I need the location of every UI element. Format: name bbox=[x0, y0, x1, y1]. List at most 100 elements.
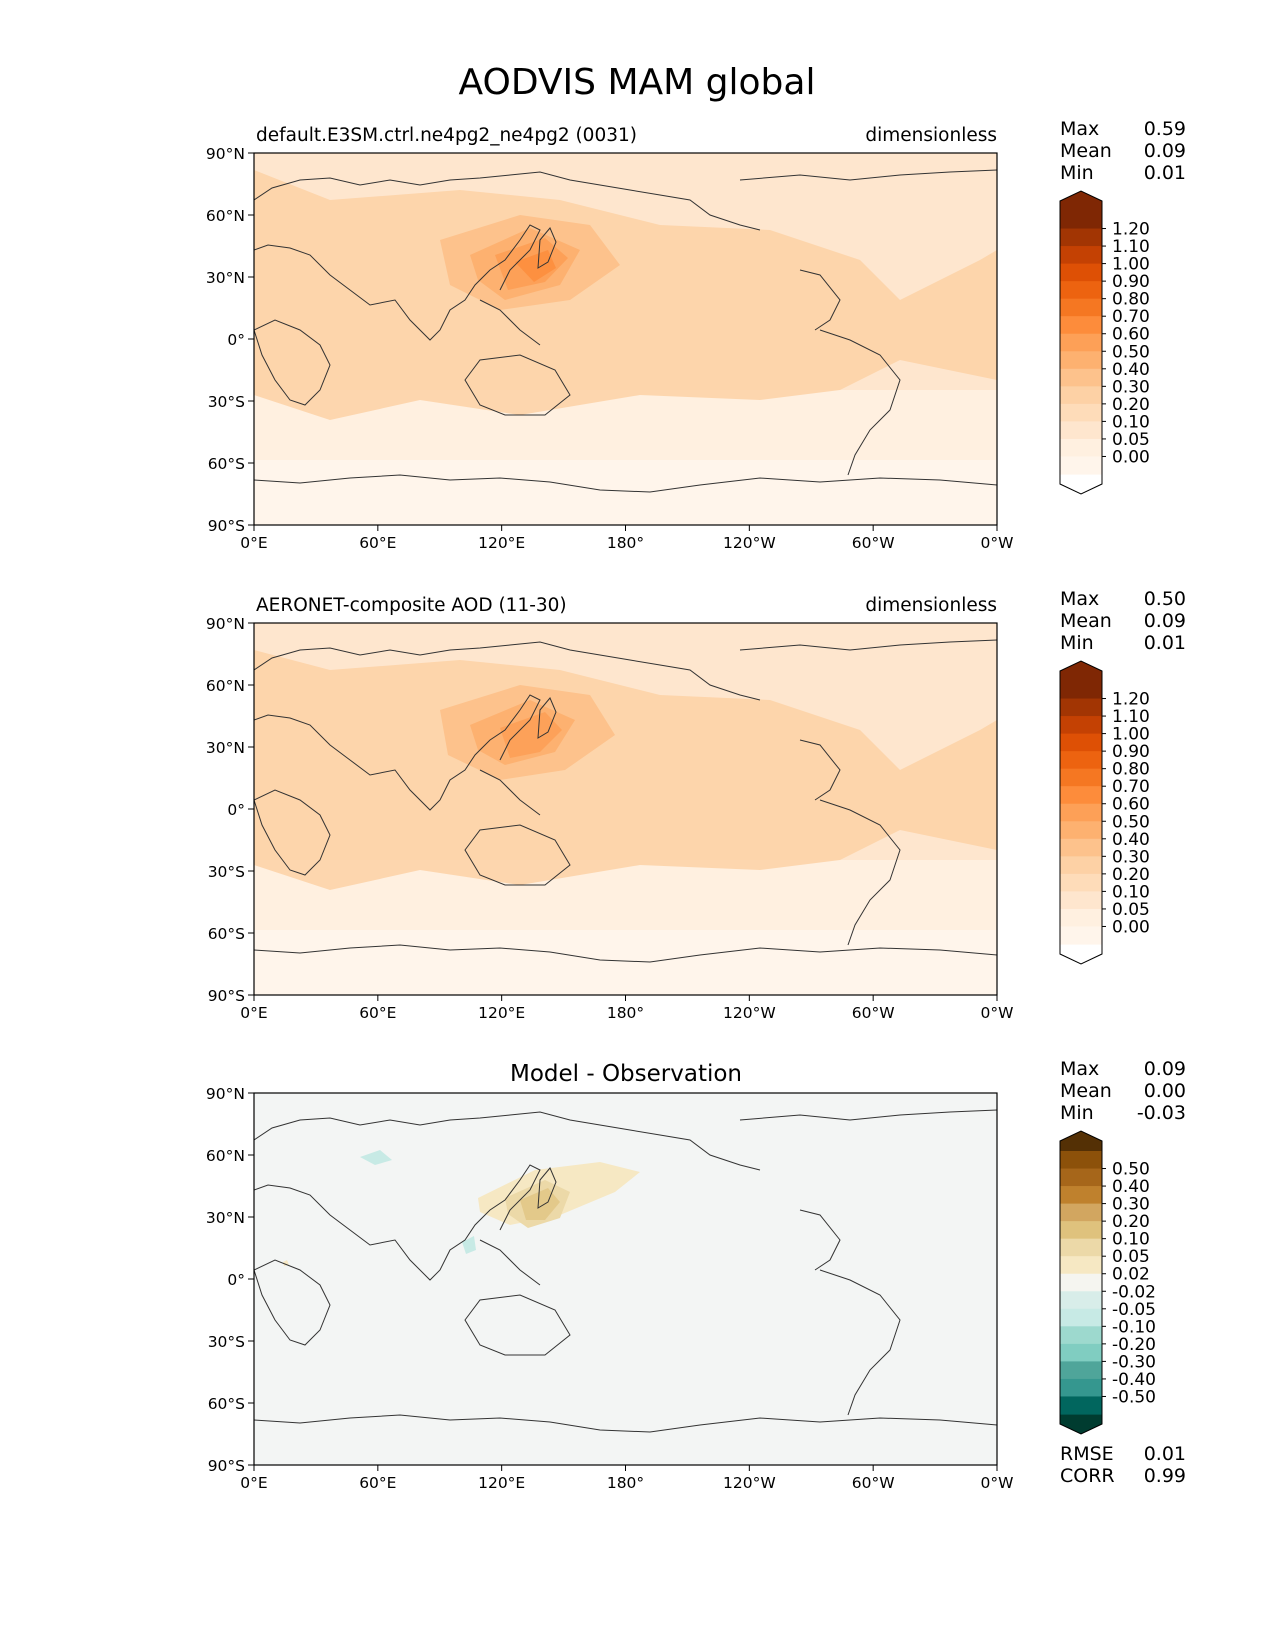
colorbar-label: 0.20 bbox=[1112, 1212, 1150, 1232]
colorbar-label: 0.70 bbox=[1112, 307, 1150, 327]
colorbar-label: 0.60 bbox=[1112, 325, 1150, 345]
y-tick-label: 90°S bbox=[208, 987, 245, 1005]
colorbar-label: 1.20 bbox=[1112, 690, 1150, 710]
colorbar-label: 0.90 bbox=[1112, 272, 1150, 292]
colorbar-bin bbox=[1060, 1238, 1102, 1257]
colorbar-bin bbox=[1060, 211, 1102, 230]
x-tick-label: 0°E bbox=[240, 1004, 267, 1022]
stat-max-label: Max bbox=[1060, 1058, 1099, 1080]
stat-mean-value: 0.09 bbox=[1144, 140, 1186, 162]
colorbar-label: 0.00 bbox=[1112, 447, 1150, 467]
stat-min-label: Min bbox=[1060, 632, 1094, 654]
y-tick-label: 90°N bbox=[206, 145, 245, 163]
colorbar-outline bbox=[1059, 190, 1103, 495]
x-tick-label: 0°W bbox=[981, 1004, 1014, 1022]
colorbar-reference: 1.201.101.000.900.800.700.600.500.400.30… bbox=[1059, 660, 1150, 965]
coastlines bbox=[254, 169, 997, 493]
colorbar-label: 0.10 bbox=[1112, 882, 1150, 902]
map-field bbox=[254, 623, 997, 995]
colorbar-label: 0.02 bbox=[1112, 1265, 1150, 1285]
x-tick-label: 120°E bbox=[478, 1474, 525, 1492]
colorbar-bin bbox=[1060, 386, 1102, 405]
x-tick-label: 120°W bbox=[723, 534, 776, 552]
y-axis: 90°N 60°N 30°N 0° 30°S 60°S 90°S bbox=[206, 1085, 254, 1475]
colorbar-label: -0.40 bbox=[1112, 1370, 1156, 1390]
stat-mean-label: Mean bbox=[1060, 140, 1112, 162]
y-tick-label: 30°S bbox=[208, 863, 245, 881]
colorbar-bin bbox=[1060, 838, 1102, 857]
y-tick-label: 60°N bbox=[206, 1147, 245, 1165]
colorbar-label: 0.05 bbox=[1112, 430, 1150, 450]
stat-rmse-label: RMSE bbox=[1060, 1443, 1114, 1465]
x-axis: 0°E 60°E 120°E 180° 120°W 60°W 0°W bbox=[240, 1465, 1013, 1492]
x-tick-label: 180° bbox=[607, 1474, 644, 1492]
colorbar-bin bbox=[1060, 438, 1102, 458]
colorbar-extend-bottom bbox=[1060, 1414, 1102, 1434]
panel-right-title: dimensionless bbox=[865, 125, 997, 146]
stat-max-label: Max bbox=[1060, 588, 1099, 610]
stat-max-value: 0.59 bbox=[1144, 118, 1186, 140]
stat-min-value: -0.03 bbox=[1137, 1102, 1186, 1124]
stat-mean-value: 0.09 bbox=[1144, 610, 1186, 632]
colorbar-bin bbox=[1060, 716, 1102, 735]
colorbar-bin bbox=[1060, 1396, 1102, 1415]
y-tick-label: 90°N bbox=[206, 615, 245, 633]
y-tick-label: 60°S bbox=[208, 1395, 245, 1413]
x-tick-label: 60°W bbox=[852, 534, 895, 552]
stat-min-value: 0.01 bbox=[1144, 632, 1186, 654]
colorbar-label: 0.05 bbox=[1112, 900, 1150, 920]
x-tick-label: 60°W bbox=[852, 1004, 895, 1022]
colorbar-bin bbox=[1060, 1308, 1102, 1327]
x-tick-label: 120°W bbox=[723, 1004, 776, 1022]
colorbar-label: 0.40 bbox=[1112, 1177, 1150, 1197]
stat-mean-value: 0.00 bbox=[1144, 1080, 1186, 1102]
colorbar-extend-top bbox=[1060, 661, 1102, 681]
colorbar-label: 0.30 bbox=[1112, 377, 1150, 397]
colorbar-label: 0.80 bbox=[1112, 290, 1150, 310]
colorbar-bin bbox=[1060, 1186, 1102, 1205]
colorbar-extend-top bbox=[1060, 1131, 1102, 1151]
y-tick-label: 90°N bbox=[206, 1085, 245, 1103]
colorbar-extend-bottom bbox=[1060, 944, 1102, 964]
colorbar-label: -0.02 bbox=[1112, 1282, 1156, 1302]
colorbar-label: 0.05 bbox=[1112, 1247, 1150, 1267]
colorbar-bin bbox=[1060, 681, 1102, 700]
panel-left-title: AERONET-composite AOD (11-30) bbox=[256, 595, 567, 616]
colorbar-label: 0.50 bbox=[1112, 812, 1150, 832]
stat-rmse-value: 0.01 bbox=[1144, 1443, 1186, 1465]
colorbar-bin bbox=[1060, 263, 1102, 282]
colorbar-bin bbox=[1060, 1343, 1102, 1362]
colorbar-difference: 0.500.400.300.200.100.050.02-0.02-0.05-0… bbox=[1059, 1130, 1156, 1435]
y-tick-label: 90°S bbox=[208, 1457, 245, 1475]
stat-min-label: Min bbox=[1060, 162, 1094, 184]
colorbar-label: 0.10 bbox=[1112, 412, 1150, 432]
panel-test: default.E3SM.ctrl.ne4pg2_ne4pg2 (0031) d… bbox=[206, 125, 1014, 552]
stat-max-value: 0.09 bbox=[1144, 1058, 1186, 1080]
y-tick-label: 0° bbox=[227, 1271, 245, 1289]
colorbar-bin bbox=[1060, 1378, 1102, 1398]
y-tick-label: 60°N bbox=[206, 677, 245, 695]
colorbar-label: -0.30 bbox=[1112, 1352, 1156, 1372]
colorbar-label: 0.30 bbox=[1112, 1195, 1150, 1215]
colorbar-bin bbox=[1060, 1273, 1102, 1292]
panel-right-title: dimensionless bbox=[865, 595, 997, 616]
x-tick-label: 0°E bbox=[240, 1474, 267, 1492]
colorbar-bin bbox=[1060, 926, 1102, 945]
y-tick-label: 90°S bbox=[208, 517, 245, 535]
colorbar-label: -0.50 bbox=[1112, 1387, 1156, 1407]
colorbar-label: 0.10 bbox=[1112, 1230, 1150, 1250]
y-tick-label: 60°S bbox=[208, 455, 245, 473]
stat-max-value: 0.50 bbox=[1144, 588, 1186, 610]
colorbar-bin bbox=[1060, 298, 1102, 317]
panel-reference: AERONET-composite AOD (11-30) dimensionl… bbox=[206, 595, 1014, 1022]
colorbar-bin bbox=[1060, 281, 1102, 300]
colorbar-label: 1.00 bbox=[1112, 255, 1150, 275]
x-tick-label: 120°E bbox=[478, 1004, 525, 1022]
colorbar-bin bbox=[1060, 803, 1102, 822]
x-tick-label: 180° bbox=[607, 534, 644, 552]
y-tick-label: 30°N bbox=[206, 739, 245, 757]
colorbar-bin bbox=[1060, 421, 1102, 440]
colorbar-bin bbox=[1060, 333, 1102, 352]
colorbar-label: -0.10 bbox=[1112, 1317, 1156, 1337]
x-tick-label: 0°W bbox=[981, 1474, 1014, 1492]
